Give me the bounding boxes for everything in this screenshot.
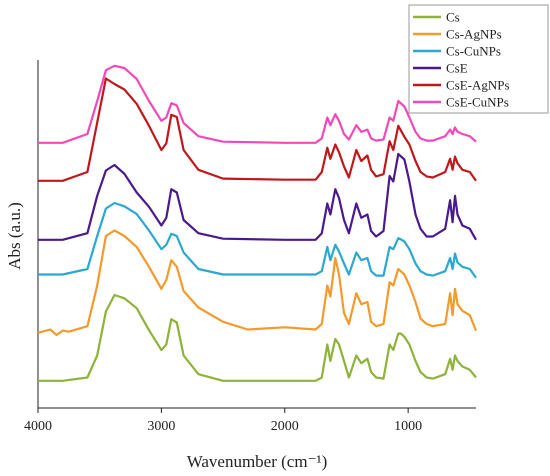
legend-label: CsE [446, 61, 468, 76]
legend-label: CsE-CuNPs [446, 95, 509, 110]
series-line-cse-agnps [38, 77, 477, 182]
series-line-cs-agnps [37, 229, 478, 337]
legend-label: Cs-CuNPs [446, 44, 501, 59]
series-line-cs [38, 293, 477, 382]
x-tick-label: 2000 [271, 419, 299, 434]
y-axis-title: Abs (a.u.) [5, 202, 24, 270]
series-line-cs-cunps [38, 201, 477, 279]
x-ticks: 4000 3000 2000 1000 [24, 408, 422, 434]
series-line-cse-cunps [38, 64, 477, 144]
x-tick-label: 1000 [394, 419, 422, 434]
legend-label: Cs-AgNPs [446, 27, 502, 42]
legend-label: CsE-AgNPs [446, 78, 510, 93]
x-tick-label: 3000 [147, 419, 175, 434]
legend-box [408, 4, 549, 114]
series-line-cse [38, 152, 477, 241]
series-layer [37, 64, 478, 382]
x-tick-label: 4000 [24, 419, 52, 434]
legend: Cs Cs-AgNPs Cs-CuNPs CsE CsE-AgNPs CsE-CuNPs [408, 4, 549, 114]
x-axis-title: Wavenumber (cm⁻¹) [187, 452, 328, 471]
plot-frame [37, 60, 476, 409]
legend-label: Cs [446, 10, 460, 25]
